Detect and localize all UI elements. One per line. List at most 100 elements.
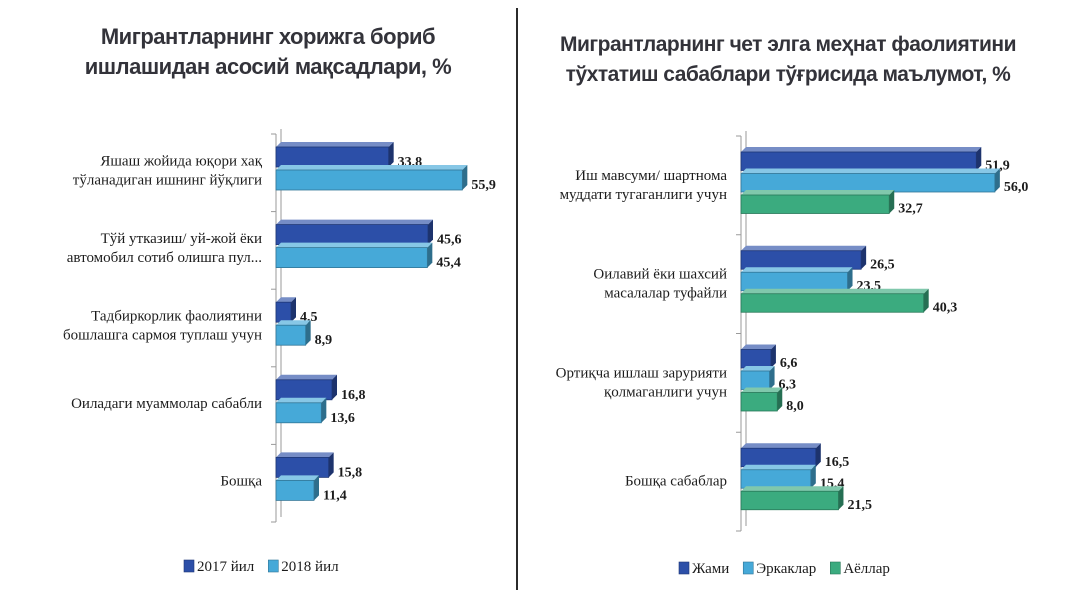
- right-bar-top: [741, 344, 776, 350]
- right-data-label: 40,3: [933, 300, 958, 315]
- right-bar: [740, 370, 770, 390]
- right-data-label: 6,6: [780, 356, 798, 371]
- chart-title-left-line-2: ишлашидан асосий мақсадлари, %: [84, 54, 452, 79]
- right-data-label: 16,5: [825, 455, 850, 470]
- left-category-label: тўланадиган ишнинг йўқлиги: [73, 173, 262, 189]
- left-legend-swatch: [267, 559, 279, 573]
- chart-title-left-line-1: Мигрантларнинг хорижга бориб: [100, 24, 436, 49]
- left-data-label: 45,4: [436, 256, 461, 271]
- bar-chart-left: Яшаш жойида юқори хақ тўланадиган ишнинг …: [63, 129, 496, 575]
- left-bar-top: [276, 242, 433, 248]
- right-bar: [740, 173, 996, 193]
- bar-chart-right: Иш мавсуми/ шартнома муддати тугаганлиги …: [556, 131, 1029, 577]
- right-bar-top: [741, 387, 783, 393]
- left-category-label: Яшаш жойида юқори хақ: [100, 154, 262, 170]
- left-data-label: 15,8: [338, 465, 363, 480]
- left-bar: [275, 379, 333, 401]
- left-bar-side: [305, 320, 311, 346]
- right-legend-swatch: [678, 561, 690, 575]
- left-bar: [275, 324, 307, 346]
- right-bar-side: [861, 245, 867, 270]
- left-bar-top: [276, 475, 319, 481]
- right-bar-top: [741, 168, 1000, 174]
- right-category-label: Иш мавсуми/ шартнома: [575, 168, 727, 184]
- right-bar-side: [810, 464, 816, 489]
- left-bar-side: [328, 452, 334, 478]
- left-bar-top: [276, 320, 311, 326]
- right-bar: [740, 151, 977, 171]
- right-bar: [740, 250, 862, 270]
- right-bar-top: [741, 443, 821, 449]
- left-category-label: автомобил сотиб олишга пул...: [67, 250, 262, 266]
- right-bar-side: [994, 168, 1000, 192]
- left-bar-side: [427, 242, 433, 268]
- left-data-label: 45,6: [437, 233, 462, 248]
- right-bar-side: [838, 486, 844, 510]
- left-data-label: 8,9: [315, 333, 333, 348]
- left-bar-side: [291, 297, 296, 323]
- left-bar-side: [314, 475, 319, 501]
- right-bar-top: [741, 147, 982, 152]
- left-bar-top: [276, 397, 327, 403]
- left-category-label: Тўй утказиш/ уй-жой ёки: [101, 231, 262, 247]
- left-bar-top: [276, 219, 433, 225]
- left-bar-top: [276, 165, 468, 170]
- right-bar: [740, 392, 778, 412]
- right-data-label: 26,5: [870, 257, 895, 272]
- right-legend-label: Эркаклар: [756, 561, 816, 577]
- right-bar: [740, 447, 817, 468]
- left-legend-label: 2018 йил: [281, 559, 339, 575]
- right-bar-side: [770, 344, 776, 368]
- left-bar-top: [276, 297, 296, 303]
- left-data-label: 11,4: [323, 488, 347, 503]
- right-legend-swatch: [742, 561, 754, 575]
- left-bar: [275, 247, 428, 269]
- left-bar: [275, 479, 315, 501]
- right-bar-top: [741, 366, 775, 371]
- left-bar-side: [321, 397, 327, 423]
- left-bar-top: [276, 142, 394, 147]
- left-category-label: Тадбиркорлик фаолиятини: [91, 309, 262, 325]
- right-bar-top: [741, 190, 895, 195]
- right-legend-swatch: [830, 561, 841, 575]
- right-bar-top: [741, 464, 816, 470]
- left-data-label: 55,9: [471, 178, 496, 193]
- left-bar: [275, 402, 322, 424]
- chart-title-right: Мигрантларнинг чет элга меҳнат фаолиятин…: [521, 30, 1055, 90]
- right-bar: [740, 194, 890, 214]
- left-bar: [275, 301, 292, 323]
- right-bar: [740, 349, 772, 369]
- right-bar-top: [741, 486, 844, 492]
- left-data-label: 13,6: [330, 411, 355, 426]
- right-category-label: масалалар туфайли: [604, 286, 727, 302]
- left-category-label: Оиладаги муаммолар сабабли: [71, 396, 262, 412]
- left-bar: [275, 224, 429, 246]
- chart-title-right-line-2: тўхтатиш сабаблари тўғрисида маълумот, %: [565, 63, 1011, 86]
- chart-title-left: Мигрантларнинг хорижга бориб ишлашидан а…: [20, 22, 516, 82]
- chart-title-right-line-1: Мигрантларнинг чет элга меҳнат фаолиятин…: [560, 33, 1016, 56]
- right-category-label: Бошқа сабаблар: [625, 474, 727, 490]
- right-bar-side: [889, 190, 895, 214]
- right-data-label: 32,7: [898, 202, 923, 217]
- left-bar-side: [462, 165, 468, 190]
- right-bar-top: [741, 288, 929, 294]
- left-bar: [275, 169, 463, 191]
- right-data-label: 56,0: [1004, 180, 1029, 195]
- right-legend-label: Аёллар: [843, 561, 890, 577]
- left-legend-label: 2017 йил: [197, 559, 255, 575]
- right-data-label: 21,5: [847, 498, 872, 513]
- left-bar-top: [276, 452, 334, 458]
- right-category-label: қолмаганлиги учун: [604, 384, 727, 400]
- right-data-label: 6,3: [779, 378, 797, 393]
- left-bar-top: [276, 374, 337, 380]
- right-bar-top: [741, 267, 853, 273]
- left-category-label: Бошқа: [220, 473, 262, 489]
- left-category-label: бошлашга сармоя туплаш учун: [63, 328, 262, 344]
- chart-panel-left: Мигрантларнинг хорижга бориб ишлашидан а…: [20, 8, 518, 590]
- right-bar: [740, 490, 839, 511]
- right-bar: [740, 293, 925, 313]
- right-data-label: 8,0: [786, 399, 804, 414]
- right-category-label: Оилавий ёки шахсий: [593, 267, 727, 283]
- left-bar-side: [332, 374, 337, 400]
